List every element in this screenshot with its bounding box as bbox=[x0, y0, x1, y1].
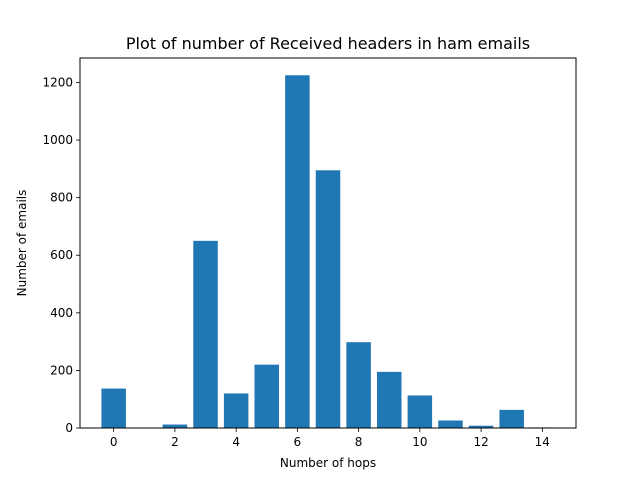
bar-hops-9 bbox=[376, 371, 402, 428]
x-tick-label: 0 bbox=[110, 435, 118, 449]
y-tick-label: 600 bbox=[50, 248, 73, 262]
bar-hops-10 bbox=[407, 395, 433, 428]
x-axis-label: Number of hops bbox=[280, 456, 376, 470]
x-tick-label: 12 bbox=[473, 435, 488, 449]
y-tick-label: 1200 bbox=[42, 75, 73, 89]
bar-hops-0 bbox=[101, 388, 126, 428]
x-tick-label: 14 bbox=[535, 435, 550, 449]
y-tick-label: 200 bbox=[50, 363, 73, 377]
x-tick-label: 10 bbox=[412, 435, 427, 449]
bar-hops-13 bbox=[499, 409, 524, 428]
y-axis-label: Number of emails bbox=[15, 190, 29, 297]
x-tick-label: 6 bbox=[294, 435, 302, 449]
bar-hops-11 bbox=[438, 420, 463, 428]
y-tick-label: 400 bbox=[50, 306, 73, 320]
x-tick-label: 8 bbox=[355, 435, 363, 449]
bar-hops-5 bbox=[254, 364, 280, 428]
x-tick-label: 4 bbox=[232, 435, 240, 449]
bar-hops-3 bbox=[193, 240, 218, 428]
plot-frame bbox=[79, 57, 577, 429]
y-tick-label: 1000 bbox=[42, 133, 73, 147]
y-tick-label: 800 bbox=[50, 191, 73, 205]
y-axis-ticks: 0 200 400 600 800 1000 1200 bbox=[42, 75, 80, 435]
x-tick-label: 2 bbox=[171, 435, 179, 449]
bar-hops-6 bbox=[285, 75, 310, 428]
bar-hops-12 bbox=[468, 425, 494, 428]
bar-hops-4 bbox=[223, 393, 249, 428]
x-axis-ticks: 0 2 4 6 8 10 12 14 bbox=[110, 428, 550, 449]
y-tick-label: 0 bbox=[65, 421, 73, 435]
bar-hops-8 bbox=[346, 342, 371, 428]
chart-title: Plot of number of Received headers in ha… bbox=[126, 34, 530, 53]
bar-hops-7 bbox=[315, 170, 341, 428]
bar-hops-2 bbox=[162, 424, 188, 428]
bars-group bbox=[101, 75, 555, 428]
